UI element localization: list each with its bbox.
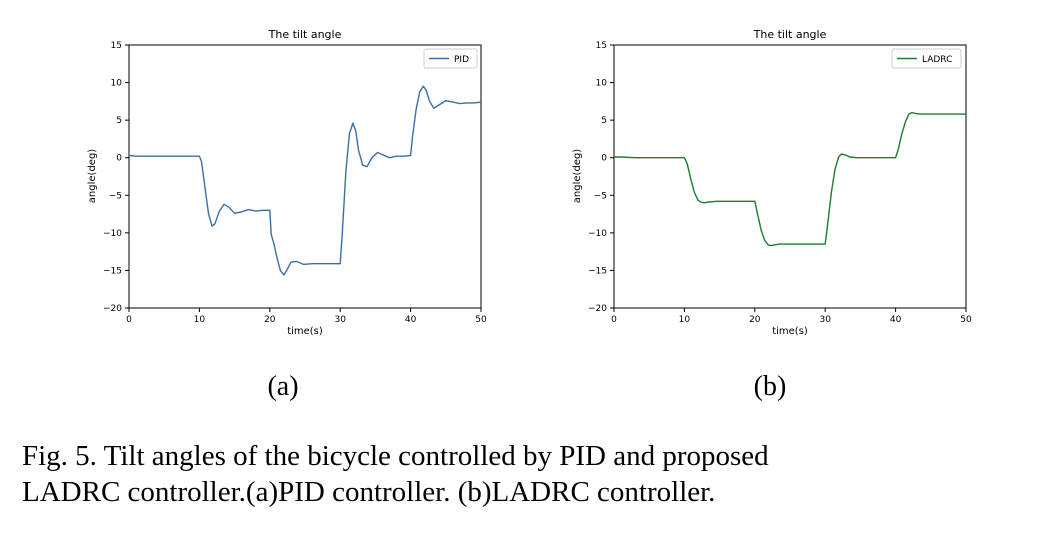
panel-b-sublabel: (b) bbox=[754, 371, 787, 402]
panel-a-ytick-label: 5 bbox=[116, 116, 122, 126]
panel-b-legend-label: LADRC bbox=[922, 55, 952, 65]
panel-b-x-ticks: 0 10 20 30 40 50 bbox=[611, 308, 972, 325]
panel-a-xlabel: time(s) bbox=[287, 326, 323, 337]
panel-b-xtick-label: 20 bbox=[749, 315, 761, 325]
panel-a-xtick-label: 10 bbox=[194, 315, 206, 325]
panel-b-legend-box bbox=[891, 48, 962, 69]
panel-a-ytick-label: 0 bbox=[116, 154, 122, 164]
panel-b-xtick-label: 40 bbox=[890, 315, 902, 325]
panel-b-xtick-label: 0 bbox=[611, 315, 617, 325]
panel-a-xtick-label: 40 bbox=[405, 315, 417, 325]
panel-a-ytick-label: 10 bbox=[111, 79, 123, 89]
panel-a-ytick-label: 15 bbox=[111, 41, 122, 51]
panel-a-legend-box bbox=[423, 48, 478, 69]
panel-b-ylabel: angle(deg) bbox=[572, 149, 583, 203]
panel-b-xlabel: time(s) bbox=[772, 326, 808, 337]
panel-a-ylabel: angle(deg) bbox=[87, 149, 98, 203]
panel-b-ytick-label: 15 bbox=[596, 41, 607, 51]
panel-b-legend: LADRC bbox=[891, 48, 962, 69]
panel-b-ytick-label: −10 bbox=[588, 229, 607, 239]
panel-a-xtick-label: 0 bbox=[126, 315, 132, 325]
panel-a-ytick-label: −10 bbox=[103, 229, 122, 239]
panel-b-series-line-ladrc bbox=[614, 111, 966, 247]
panel-b-ytick-label: 0 bbox=[601, 154, 607, 164]
panel-b-xtick-label: 50 bbox=[960, 315, 972, 325]
panel-b-title: The tilt angle bbox=[753, 28, 827, 41]
figure: The tilt angle −20 −15 −10 −5 0 5 10 15 0 10 20 30… bbox=[87, 28, 972, 402]
panel-a-xtick-label: 50 bbox=[475, 315, 487, 325]
panel-a-sublabel: (a) bbox=[267, 371, 298, 402]
panel-b-ytick-label: 10 bbox=[596, 79, 608, 89]
panel-b-ytick-label: −15 bbox=[588, 266, 607, 276]
panel-b-ytick-label: −20 bbox=[588, 304, 607, 314]
panel-a-series-line-pid bbox=[128, 85, 482, 276]
caption-line-2: LADRC controller.(a)PID controller. (b)L… bbox=[22, 476, 716, 508]
panel-a-ytick-label: −15 bbox=[103, 266, 122, 276]
panel-b-plot: The tilt angle −20 −15 −10 −5 0 5 10 15 0 10 20 30… bbox=[572, 28, 972, 402]
panel-b-y-ticks: −20 −15 −10 −5 0 5 10 15 bbox=[588, 41, 614, 314]
panel-a-ytick-label: −5 bbox=[109, 191, 122, 201]
panel-a-legend: PID bbox=[423, 48, 478, 69]
panel-b-ytick-label: 5 bbox=[601, 116, 607, 126]
panel-a-xtick-label: 30 bbox=[334, 315, 346, 325]
panel-b-axes-frame bbox=[613, 44, 967, 309]
panel-a-axes-frame bbox=[128, 44, 482, 309]
panel-a-legend-label: PID bbox=[454, 55, 469, 65]
panel-a-title: The tilt angle bbox=[268, 28, 342, 41]
panel-a-plot: The tilt angle −20 −15 −10 −5 0 5 10 15 0 10 20 30… bbox=[87, 28, 487, 402]
figure-caption: Fig. 5. Tilt angles of the bicycle contr… bbox=[22, 438, 1052, 510]
panel-a-x-ticks: 0 10 20 30 40 50 bbox=[126, 308, 487, 325]
panel-b-xtick-label: 30 bbox=[819, 315, 831, 325]
panel-b-xtick-label: 10 bbox=[679, 315, 691, 325]
panel-a-xtick-label: 20 bbox=[264, 315, 276, 325]
panel-a-y-ticks: −20 −15 −10 −5 0 5 10 15 bbox=[103, 41, 129, 314]
panel-a-ytick-label: −20 bbox=[103, 304, 122, 314]
panel-b-ytick-label: −5 bbox=[594, 191, 607, 201]
caption-line-1: Fig. 5. Tilt angles of the bicycle contr… bbox=[22, 440, 769, 472]
